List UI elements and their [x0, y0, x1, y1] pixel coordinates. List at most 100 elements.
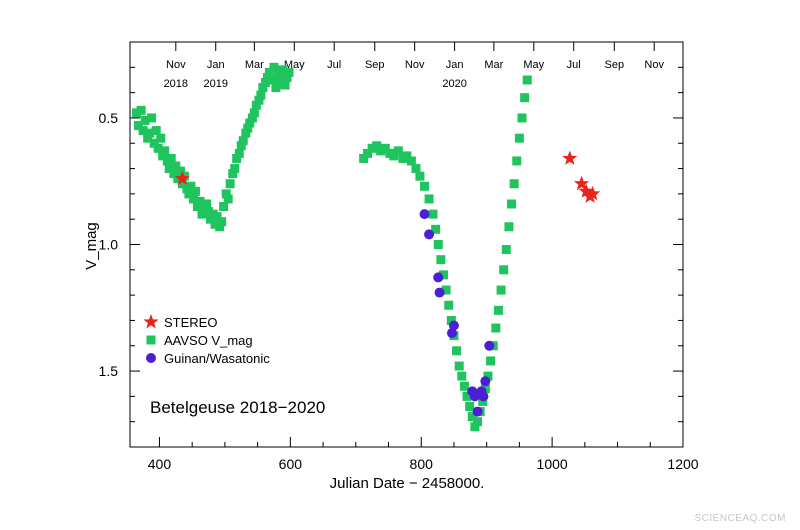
aavso-point — [175, 166, 185, 176]
aavso-point — [271, 83, 281, 93]
data-marks — [132, 62, 601, 432]
aavso-point — [241, 128, 251, 138]
top-month-label: Jan — [446, 59, 464, 71]
aavso-point — [415, 171, 425, 181]
aavso-point — [452, 346, 462, 356]
aavso-point — [197, 209, 207, 219]
aavso-point — [522, 75, 532, 85]
aavso-point — [195, 196, 205, 206]
aavso-point — [486, 356, 496, 366]
aavso-point — [359, 153, 369, 163]
aavso-point — [462, 391, 472, 401]
aavso-point — [234, 148, 244, 158]
top-month-label: Jul — [327, 59, 341, 71]
aavso-point — [441, 285, 451, 295]
top-month-label: Sep — [604, 59, 624, 71]
x-tick-label: 600 — [279, 456, 303, 472]
aavso-point — [501, 245, 511, 255]
aavso-point — [225, 179, 235, 189]
aavso-point — [496, 285, 506, 295]
aavso-point — [284, 67, 294, 77]
legend-label: AAVSO V_mag — [164, 333, 253, 348]
aavso-point — [446, 315, 456, 325]
top-month-label: May — [523, 59, 544, 71]
aavso-point — [210, 219, 220, 229]
legend: STEREO AAVSO V_mag Guinan/Wasatonic — [143, 314, 270, 366]
aavso-point — [140, 115, 150, 125]
aavso-point — [274, 70, 284, 80]
legend-label: STEREO — [164, 315, 217, 330]
aavso-point — [153, 143, 163, 153]
aavso-point — [380, 143, 390, 153]
guinan-point — [433, 272, 444, 283]
aavso-point — [204, 207, 214, 217]
aavso-point — [491, 323, 501, 333]
aavso-point — [424, 194, 434, 204]
guinan-point — [478, 391, 489, 402]
stereo-point — [174, 170, 190, 186]
aavso-point — [238, 136, 248, 146]
aavso-point — [393, 146, 403, 156]
aavso-point — [276, 78, 286, 87]
top-year-label: 2018 — [164, 78, 188, 90]
watermark: SCIENCEAQ.COM — [694, 513, 786, 524]
top-month-label: Mar — [245, 59, 264, 71]
aavso-point — [514, 133, 524, 143]
aavso-point — [254, 95, 264, 105]
aavso-point — [230, 164, 240, 174]
stereo-point — [573, 175, 590, 191]
aavso-point — [243, 123, 253, 133]
aavso-point — [134, 121, 144, 131]
aavso-point — [280, 80, 290, 90]
x-axis-label: Julian Date − 2458000. — [330, 475, 485, 492]
x-tick-label: 1000 — [537, 456, 568, 472]
aavso-point — [217, 217, 227, 227]
aavso-point — [389, 151, 399, 161]
aavso-point — [467, 412, 477, 422]
x-tick-label: 400 — [148, 456, 172, 472]
stereo-point — [562, 150, 578, 165]
aavso-point — [269, 62, 279, 72]
aavso-point — [438, 270, 448, 280]
aavso-point — [431, 224, 441, 234]
aavso-point — [205, 214, 215, 224]
aavso-point — [184, 189, 194, 199]
stereo-point — [585, 185, 601, 201]
top-month-label: Jan — [207, 59, 225, 71]
aavso-point — [260, 78, 270, 87]
top-month-label: Mar — [484, 59, 503, 71]
annotation-title: Betelgeuse 2018−2020 — [150, 398, 325, 417]
x-tick-label: 1200 — [667, 456, 698, 472]
aavso-point — [411, 164, 421, 174]
aavso-point — [188, 194, 198, 204]
aavso-point — [367, 143, 377, 153]
aavso-point — [258, 83, 268, 93]
top-year-label: 2020 — [442, 78, 466, 90]
aavso-point — [190, 186, 200, 196]
aavso-point — [483, 371, 493, 381]
legend-stereo-marker — [143, 314, 159, 329]
guinan-point — [446, 328, 457, 339]
aavso-point — [171, 161, 181, 171]
aavso-point — [459, 381, 469, 391]
y-tick-label: 1.0 — [99, 237, 119, 253]
y-tick-label: 1.5 — [99, 363, 119, 379]
aavso-point — [166, 153, 176, 163]
aavso-point — [517, 113, 527, 123]
aavso-point — [177, 179, 187, 189]
guinan-point — [419, 209, 430, 220]
aavso-point — [457, 371, 467, 381]
aavso-point — [470, 422, 480, 432]
aavso-point — [138, 126, 148, 136]
aavso-point — [145, 128, 155, 138]
stereo-point — [578, 183, 594, 198]
aavso-point — [436, 255, 446, 265]
top-month-label: Nov — [405, 59, 425, 71]
aavso-point — [245, 118, 255, 128]
aavso-point — [160, 146, 170, 156]
aavso-point — [212, 212, 222, 222]
aavso-point — [228, 169, 238, 179]
aavso-point — [169, 169, 179, 179]
aavso-point — [433, 240, 443, 249]
